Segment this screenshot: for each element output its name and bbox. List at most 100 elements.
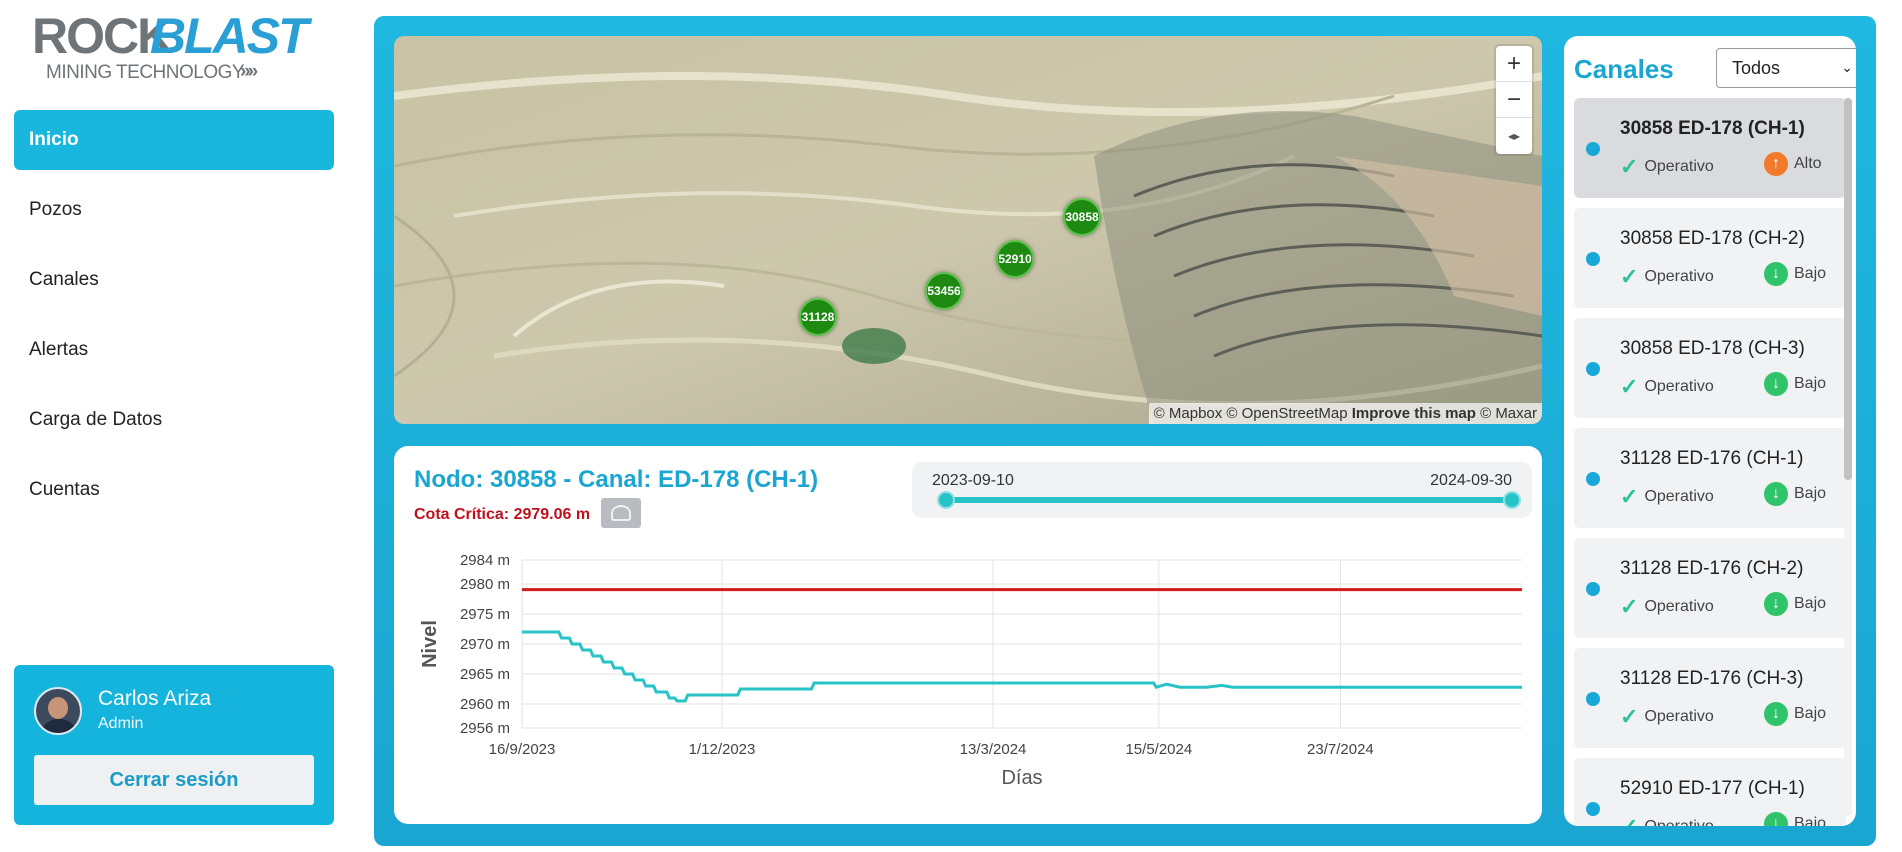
- channels-title: Canales: [1574, 54, 1674, 84]
- y-tick-label: 2956 m: [460, 720, 510, 737]
- channel-status: ✓ Operativo: [1620, 814, 1714, 826]
- channels-panel: Canales Todos ⌄ 30858 ED-178 (CH-1) ✓ Oper…: [1564, 36, 1856, 826]
- logout-button[interactable]: Cerrar sesión: [34, 755, 314, 805]
- map-marker-52910[interactable]: 52910: [996, 240, 1034, 278]
- channel-level-text: Bajo: [1794, 265, 1827, 282]
- channel-name: 31128 ED-176 (CH-1): [1620, 448, 1804, 469]
- channel-status-dot: [1586, 252, 1600, 266]
- nivel-series-line: [522, 630, 1522, 703]
- channel-list: 30858 ED-178 (CH-1) ✓ Operativo ↑ Alto 30858 …: [1574, 98, 1846, 826]
- level-line-chart: 2984 m 2980 m 2975 m 2970 m 2965 m 2960 m 2956…: [419, 552, 1522, 789]
- channel-status-text: Operativo: [1644, 268, 1714, 285]
- x-axis-title: Días: [1001, 767, 1042, 789]
- channel-status-text: Operativo: [1644, 818, 1713, 826]
- channel-status-dot: [1586, 802, 1600, 816]
- improve-map-link[interactable]: Improve this map: [1351, 405, 1476, 422]
- channel-list-item[interactable]: 31128 ED-176 (CH-2) ✓ Operativo ↓ Bajo: [1574, 538, 1846, 638]
- avatar: [34, 687, 82, 735]
- nav-item-canales[interactable]: Canales: [14, 250, 334, 310]
- channel-filter-value: Todos: [1732, 57, 1781, 78]
- main-panel: 30858 52910 53456 31128 + − ◂▸ © Mapbox …: [374, 16, 1876, 846]
- channel-status: ✓ Operativo: [1620, 374, 1714, 400]
- logo-word-rock: ROCK: [32, 8, 173, 64]
- check-icon: ✓: [1620, 154, 1639, 179]
- channel-status-dot: [1586, 142, 1600, 156]
- map-marker-31128[interactable]: 31128: [799, 298, 837, 336]
- user-role: Admin: [98, 715, 144, 732]
- attribution-maxar: © Maxar: [1480, 405, 1537, 422]
- zoom-out-button[interactable]: −: [1496, 82, 1532, 118]
- level-arrow-icon: ↓: [1764, 702, 1788, 726]
- nav-item-pozos[interactable]: Pozos: [14, 180, 334, 240]
- nav-label: Cuentas: [29, 479, 100, 500]
- avatar-body: [40, 719, 78, 733]
- y-tick-label: 2970 m: [460, 636, 510, 653]
- channel-name: 31128 ED-176 (CH-3): [1620, 668, 1804, 689]
- level-arrow-icon: ↑: [1764, 152, 1788, 176]
- level-arrow-icon: ↓: [1764, 592, 1788, 616]
- satellite-map[interactable]: 30858 52910 53456 31128 + − ◂▸ © Mapbox …: [394, 36, 1542, 424]
- zoom-in-button[interactable]: +: [1496, 46, 1532, 82]
- channel-list-item[interactable]: 30858 ED-178 (CH-3) ✓ Operativo ↓ Bajo: [1574, 318, 1846, 418]
- nav-label: Inicio: [29, 129, 79, 150]
- level-chart-card: Nodo: 30858 - Canal: ED-178 (CH-1) Cota …: [394, 446, 1542, 824]
- channel-list-item[interactable]: 52910 ED-177 (CH-1) ✓ Operativo ↓ Bajo: [1574, 758, 1846, 826]
- nav-item-cuentas[interactable]: Cuentas: [14, 460, 334, 520]
- x-tick-label: 13/3/2024: [960, 741, 1027, 758]
- logo-chevrons-icon: »»: [240, 61, 258, 82]
- channel-list-item[interactable]: 30858 ED-178 (CH-1) ✓ Operativo ↑ Alto: [1574, 98, 1846, 198]
- channel-level: ↓ Bajo: [1764, 372, 1826, 396]
- channel-level-text: Bajo: [1794, 595, 1827, 612]
- map-marker-30858[interactable]: 30858: [1063, 198, 1101, 236]
- range-end-date: 2024-09-30: [1430, 472, 1512, 489]
- channel-list-item[interactable]: 31128 ED-176 (CH-3) ✓ Operativo ↓ Bajo: [1574, 648, 1846, 748]
- rockblast-logo[interactable]: ROCK BLAST MINING TECHNOLOGY »»: [32, 8, 309, 86]
- main-nav: Inicio Pozos Canales Alertas Carga de Da…: [14, 110, 334, 530]
- x-tick-label: 1/12/2023: [689, 741, 756, 758]
- channel-status: ✓ Operativo: [1620, 154, 1714, 180]
- channel-level: ↓ Bajo: [1764, 482, 1826, 506]
- channel-level-text: Alto: [1794, 155, 1822, 172]
- nav-label: Alertas: [29, 339, 89, 360]
- channel-name: 30858 ED-178 (CH-3): [1620, 338, 1805, 359]
- gauge-icon: [611, 505, 631, 521]
- channel-list-scrollbar[interactable]: [1844, 98, 1852, 816]
- map-attribution: © Mapbox © OpenStreetMap Improve this ma…: [1148, 403, 1542, 424]
- channel-level-text: Bajo: [1794, 815, 1827, 826]
- compass-button[interactable]: ◂▸: [1507, 129, 1521, 143]
- channel-list-item[interactable]: 30858 ED-178 (CH-2) ✓ Operativo ↓ Bajo: [1574, 208, 1846, 308]
- cota-critica-label: Cota Crítica: 2979.06 m: [414, 506, 591, 523]
- channel-status: ✓ Operativo: [1620, 704, 1714, 730]
- channel-level: ↓ Bajo: [1764, 262, 1826, 286]
- range-start-handle[interactable]: [937, 491, 955, 509]
- channel-name: 31128 ED-176 (CH-2): [1620, 558, 1804, 579]
- attribution-text: © Mapbox © OpenStreetMap: [1153, 405, 1348, 422]
- map-terrain: [394, 36, 1542, 424]
- user-name: Carlos Ariza: [98, 687, 212, 710]
- channel-status-text: Operativo: [1644, 158, 1714, 175]
- check-icon: ✓: [1620, 374, 1639, 399]
- channel-name: 30858 ED-178 (CH-1): [1620, 118, 1805, 139]
- channel-name: 52910 ED-177 (CH-1): [1620, 778, 1805, 799]
- nav-label: Canales: [29, 269, 99, 290]
- channel-list-item[interactable]: 31128 ED-176 (CH-1) ✓ Operativo ↓ Bajo: [1574, 428, 1846, 528]
- sidebar: ROCK BLAST MINING TECHNOLOGY »» Inicio P…: [0, 0, 360, 852]
- y-tick-label: 2984 m: [460, 552, 510, 569]
- channel-status: ✓ Operativo: [1620, 484, 1714, 510]
- cota-settings-button[interactable]: [601, 498, 641, 528]
- channel-filter-select[interactable]: Todos ⌄: [1716, 48, 1856, 88]
- channel-status: ✓ Operativo: [1620, 264, 1714, 290]
- scrollbar-thumb[interactable]: [1844, 98, 1852, 480]
- user-card: Carlos Ariza Admin Cerrar sesión: [14, 665, 334, 825]
- range-start-date: 2023-09-10: [932, 472, 1014, 489]
- avatar-face: [48, 697, 68, 719]
- nav-item-carga-de-datos[interactable]: Carga de Datos: [14, 390, 334, 450]
- range-end-handle[interactable]: [1503, 491, 1521, 509]
- map-marker-53456[interactable]: 53456: [925, 272, 963, 310]
- chart-title: Nodo: 30858 - Canal: ED-178 (CH-1): [414, 466, 819, 493]
- nav-item-inicio[interactable]: Inicio: [14, 110, 334, 170]
- nav-item-alertas[interactable]: Alertas: [14, 320, 334, 380]
- range-track[interactable]: [946, 497, 1512, 503]
- nav-label: Pozos: [29, 199, 82, 220]
- channel-level-text: Bajo: [1794, 705, 1827, 722]
